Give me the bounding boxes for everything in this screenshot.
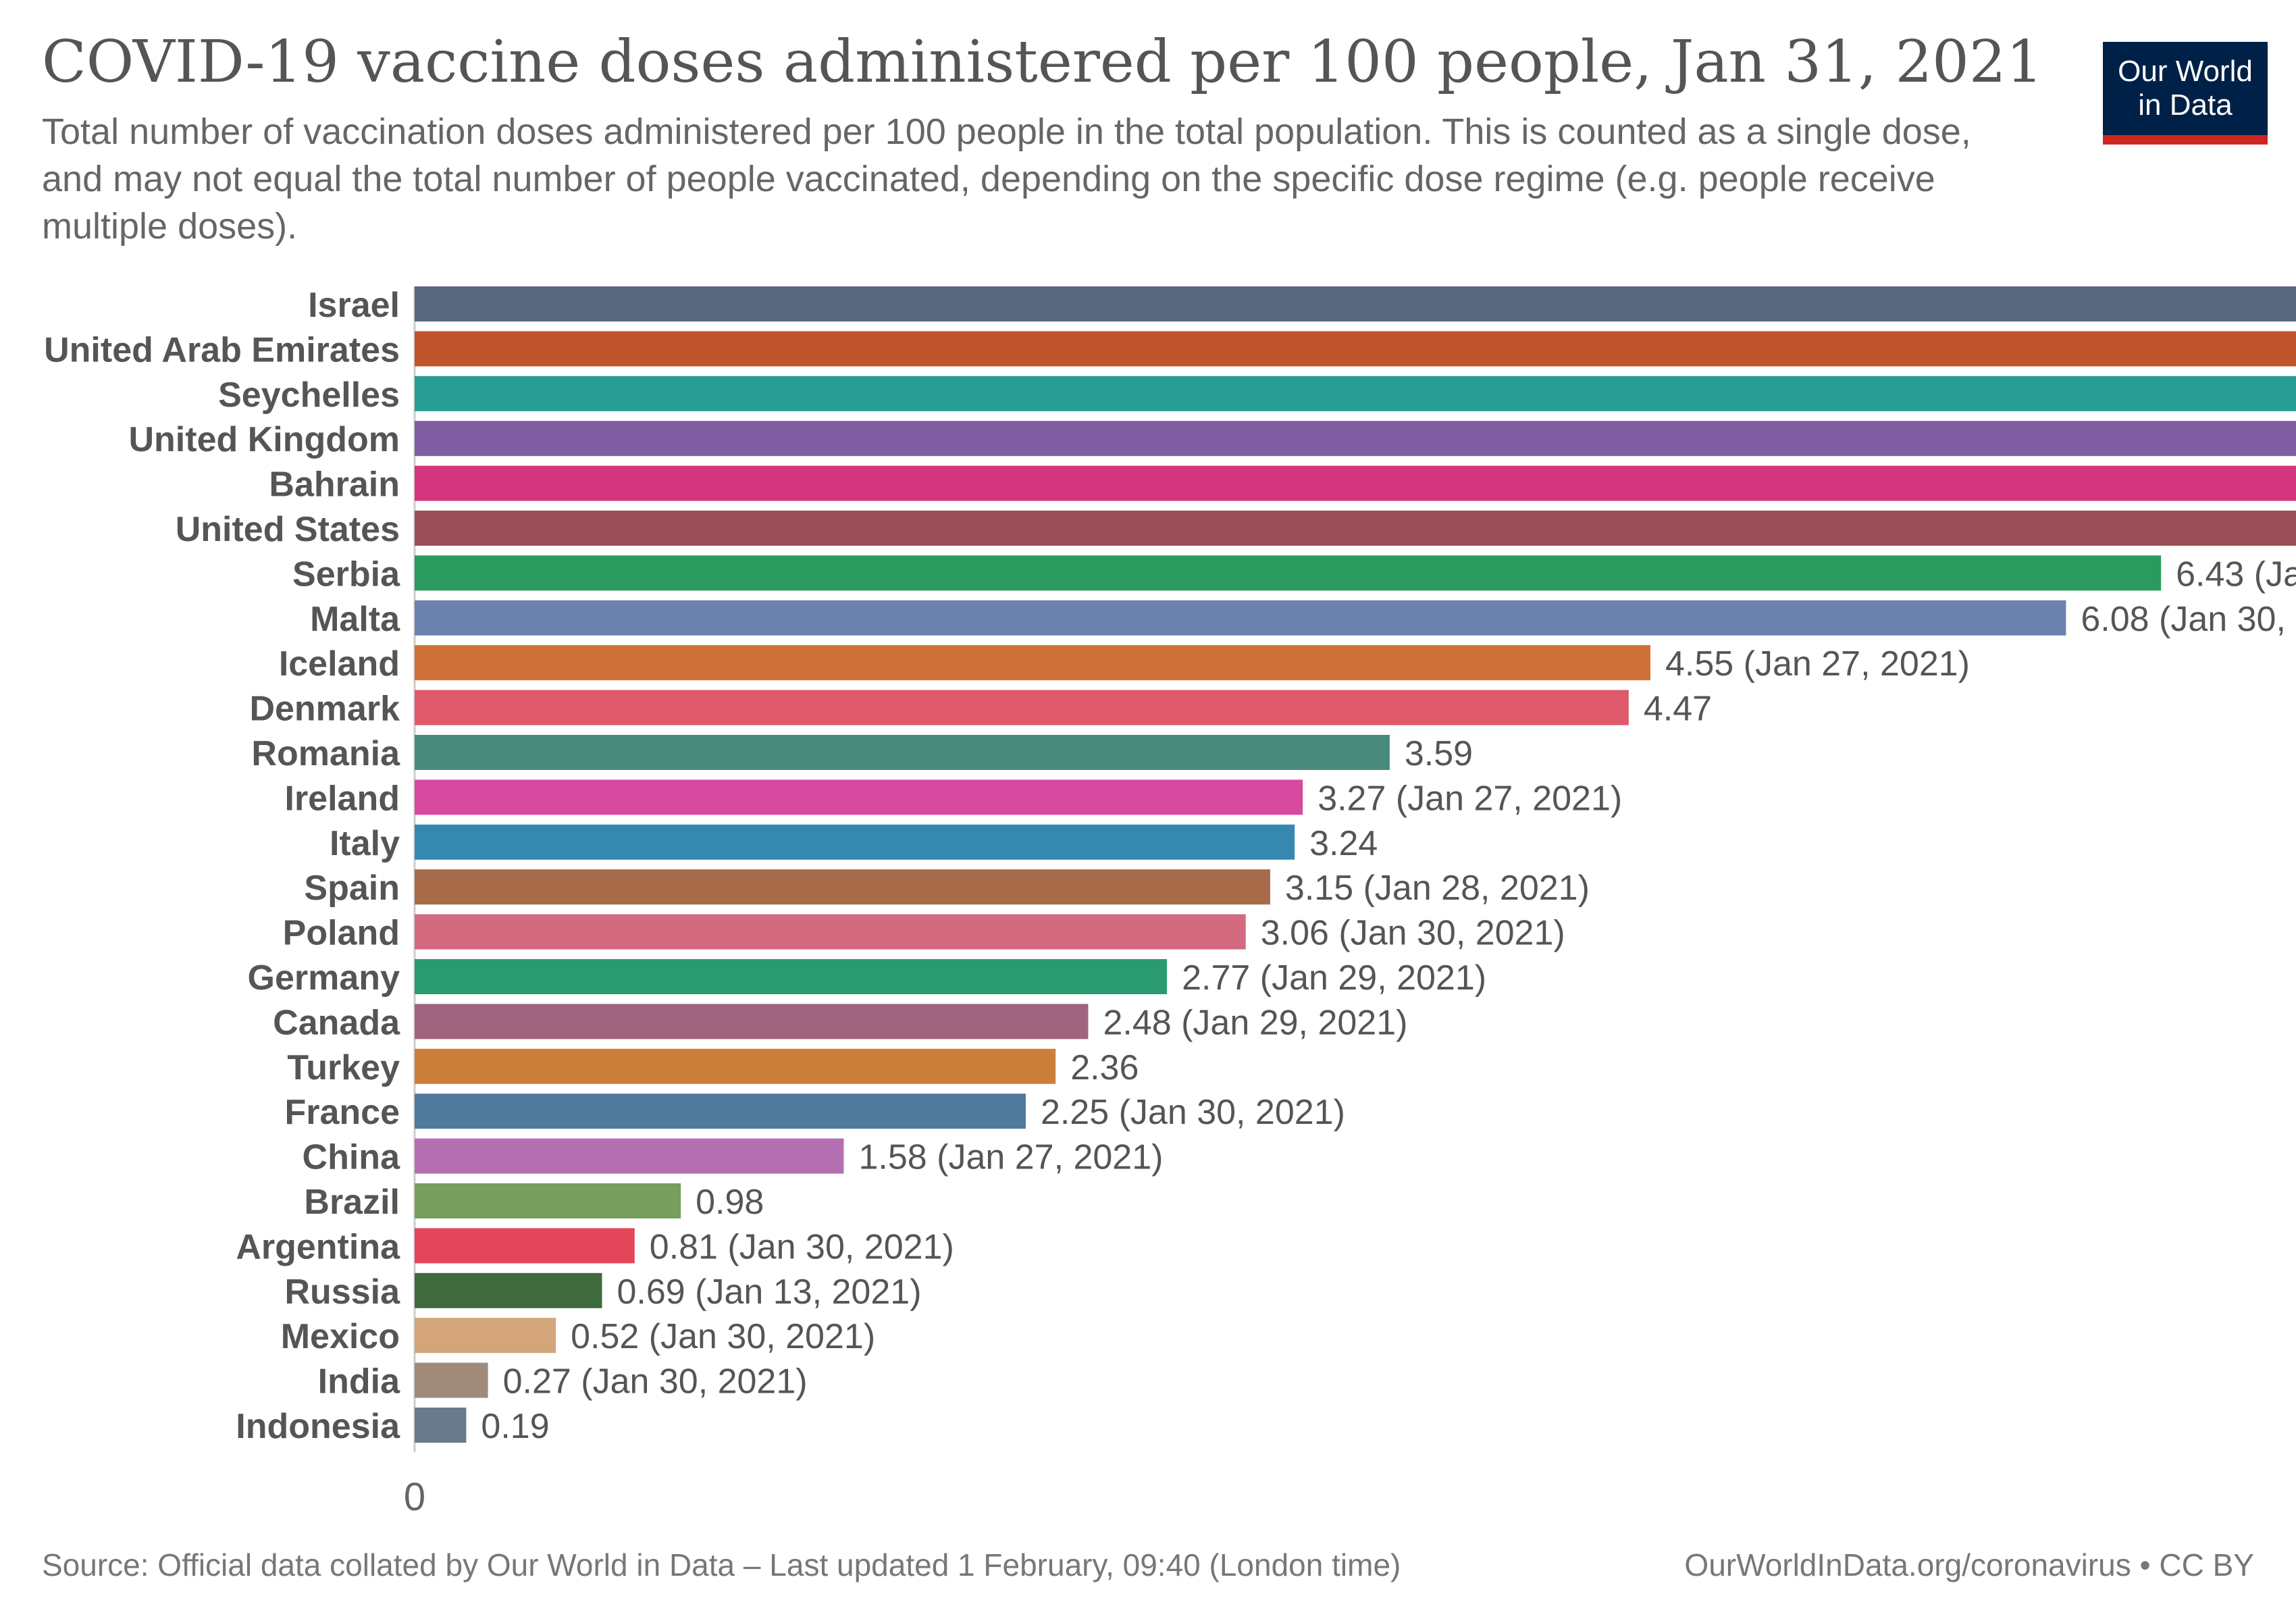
bar-china[interactable] <box>415 1138 844 1174</box>
bar-poland[interactable] <box>415 914 1246 950</box>
category-label: Russia <box>284 1272 400 1312</box>
bar-argentina[interactable] <box>415 1228 635 1264</box>
bar-iceland[interactable] <box>415 645 1651 681</box>
category-label: India <box>318 1362 400 1401</box>
value-label: 2.48 (Jan 29, 2021) <box>1103 1003 1407 1042</box>
value-labels: 54.72 (Jan 30, 2021)33.7131.38 (Jan 29, … <box>481 555 2296 1446</box>
category-label: Italy <box>330 824 400 863</box>
category-label: Canada <box>273 1003 400 1042</box>
category-label: Bahrain <box>269 465 400 505</box>
value-label: 0.27 (Jan 30, 2021) <box>503 1362 808 1401</box>
source-note: Source: Official data collated by Our Wo… <box>42 1547 1401 1583</box>
x-axis-ticks: 01020304050 <box>404 1475 425 1519</box>
source-link[interactable]: OurWorldInData.org/coronavirus • CC BY <box>1684 1547 2254 1583</box>
bar-seychelles[interactable] <box>415 376 2296 411</box>
bar-denmark[interactable] <box>415 690 1629 725</box>
category-label: Brazil <box>304 1183 400 1222</box>
bar-germany[interactable] <box>415 959 1168 994</box>
category-label: Spain <box>304 869 400 908</box>
x-tick-label: 0 <box>404 1475 425 1519</box>
value-label: 4.47 <box>1644 690 1712 729</box>
chart-subtitle: Total number of vaccination doses admini… <box>42 111 1971 247</box>
category-label: Iceland <box>279 644 400 684</box>
value-label: 3.27 (Jan 27, 2021) <box>1317 779 1622 818</box>
bars <box>415 286 2296 1443</box>
category-label: Argentina <box>236 1227 400 1266</box>
bar-united-kingdom[interactable] <box>415 421 2296 457</box>
bar-turkey[interactable] <box>415 1048 1056 1084</box>
value-label: 0.52 (Jan 30, 2021) <box>571 1317 875 1356</box>
category-label: United States <box>176 510 400 549</box>
category-label: United Arab Emirates <box>44 330 400 369</box>
category-labels: Israel United Arab Emirates Seychelles Unit… <box>44 286 400 1446</box>
value-label: 6.43 (Jan 30, 2021) <box>2176 555 2296 594</box>
bar-united-states[interactable] <box>415 511 2296 546</box>
value-label: 1.58 (Jan 27, 2021) <box>858 1138 1163 1177</box>
category-label: China <box>303 1138 401 1177</box>
category-label: Israel <box>308 286 400 325</box>
category-label: France <box>284 1093 400 1132</box>
category-label: Romania <box>251 734 400 773</box>
value-label: 0.69 (Jan 13, 2021) <box>617 1272 922 1312</box>
value-label: 2.25 (Jan 30, 2021) <box>1041 1093 1345 1132</box>
bar-russia[interactable] <box>415 1272 602 1308</box>
value-label: 6.08 (Jan 30, 2021) <box>2081 600 2296 639</box>
owid-logo[interactable]: Our World in Data <box>2103 42 2268 145</box>
value-label: 0.98 <box>696 1183 764 1222</box>
category-label: Poland <box>283 914 400 953</box>
value-label: 0.81 (Jan 30, 2021) <box>650 1227 954 1266</box>
category-label: Seychelles <box>218 376 400 415</box>
bar-brazil[interactable] <box>415 1183 681 1218</box>
bar-bahrain[interactable] <box>415 465 2296 501</box>
value-label: 3.59 <box>1405 734 1473 773</box>
value-label: 3.06 (Jan 30, 2021) <box>1261 914 1565 953</box>
bar-france[interactable] <box>415 1093 1026 1129</box>
category-label: Serbia <box>292 555 400 594</box>
bar-spain[interactable] <box>415 869 1270 905</box>
bar-israel[interactable] <box>415 286 2296 321</box>
value-label: 4.55 (Jan 27, 2021) <box>1665 644 1970 684</box>
bar-united-arab-emirates[interactable] <box>415 331 2296 367</box>
bar-malta[interactable] <box>415 600 2066 636</box>
category-label: Ireland <box>285 779 400 818</box>
category-label: Turkey <box>287 1048 400 1087</box>
bar-canada[interactable] <box>415 1004 1089 1039</box>
value-label: 3.24 <box>1309 824 1378 863</box>
value-label: 2.77 (Jan 29, 2021) <box>1182 958 1486 998</box>
bar-indonesia[interactable] <box>415 1408 467 1443</box>
bar-india[interactable] <box>415 1362 488 1398</box>
category-label: Mexico <box>281 1317 400 1356</box>
value-label: 3.15 (Jan 28, 2021) <box>1285 869 1590 908</box>
logo-line-2: in Data <box>2138 88 2233 122</box>
category-label: Denmark <box>249 690 400 729</box>
value-label: 2.36 <box>1070 1048 1139 1087</box>
value-label: 0.19 <box>481 1407 549 1446</box>
logo-line-1: Our World <box>2118 55 2253 88</box>
category-label: Malta <box>310 600 400 639</box>
bar-italy[interactable] <box>415 824 1295 860</box>
bar-mexico[interactable] <box>415 1318 556 1354</box>
category-label: United Kingdom <box>128 420 400 459</box>
chart-title: COVID-19 vaccine doses administered per … <box>42 28 2043 96</box>
bar-serbia[interactable] <box>415 555 2162 591</box>
category-label: Indonesia <box>236 1407 400 1446</box>
bar-ireland[interactable] <box>415 779 1303 815</box>
category-label: Germany <box>248 958 400 998</box>
bar-romania[interactable] <box>415 735 1390 770</box>
